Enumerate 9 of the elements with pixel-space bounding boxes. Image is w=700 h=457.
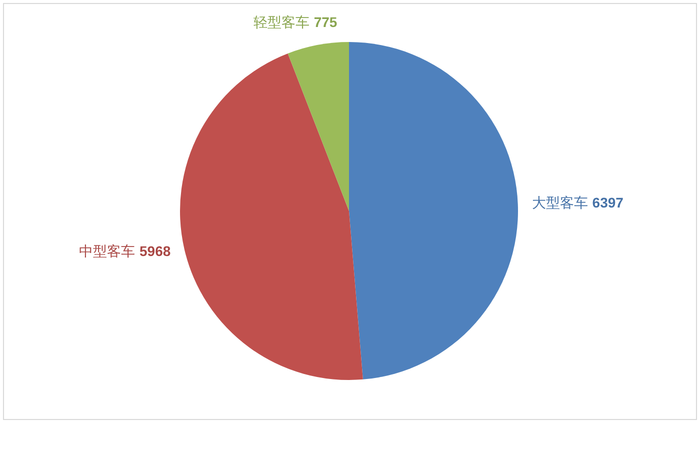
pie-slice bbox=[288, 42, 349, 211]
slice-label: 中型客车 bbox=[79, 244, 140, 260]
pie-slice bbox=[180, 53, 363, 380]
slice-label: 大型客车 bbox=[532, 195, 592, 212]
pie-slice bbox=[349, 42, 518, 380]
data-label: 5968 bbox=[140, 242, 171, 259]
slice-label: 轻型客车 bbox=[253, 14, 314, 31]
data-label: 6397 bbox=[592, 194, 624, 210]
data-label: 775 bbox=[314, 14, 338, 30]
